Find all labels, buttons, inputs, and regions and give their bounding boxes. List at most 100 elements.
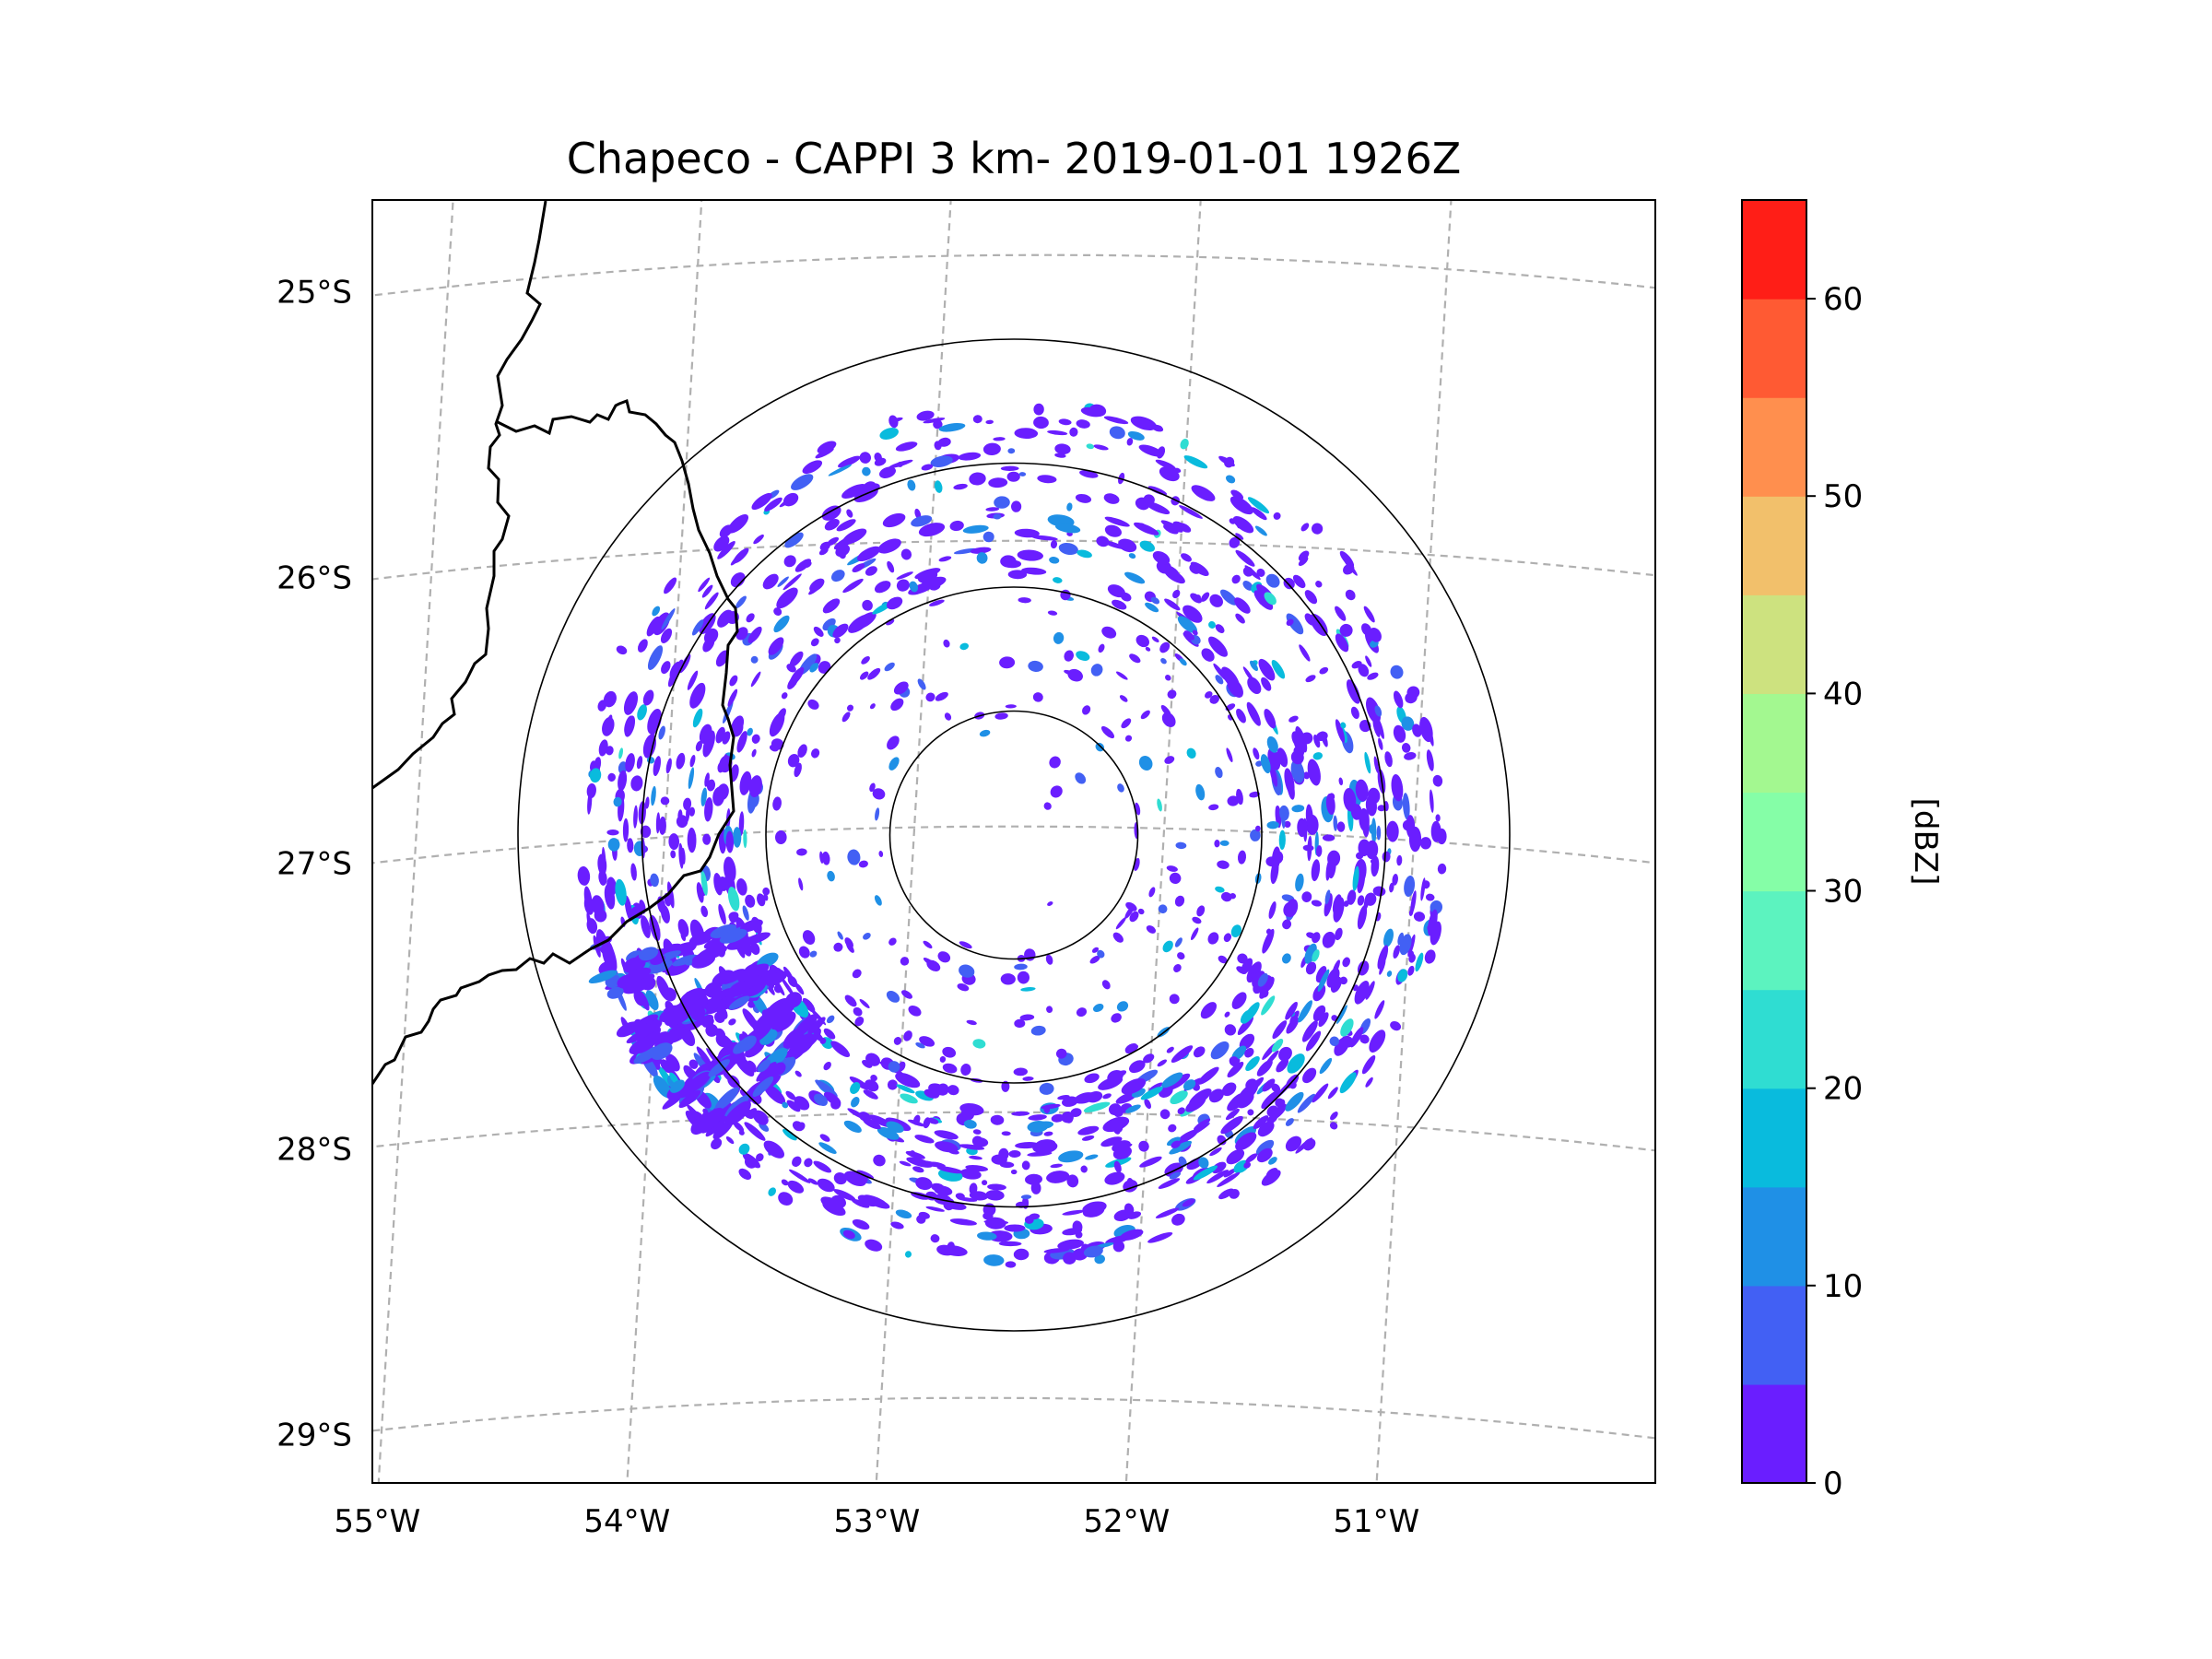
echo-cell [1350,706,1359,720]
echo-cell [718,903,726,925]
echo-cell [1004,1224,1026,1232]
echo-cell [1396,854,1403,866]
echo-cell [852,1218,870,1230]
echo-cell [938,423,966,432]
echo-cell [1182,1079,1196,1091]
echo-cell [1291,805,1305,813]
echo-cell [859,452,872,464]
echo-cell [1339,550,1355,568]
echo-cell [1285,1001,1298,1020]
echo-cell [746,613,755,623]
echo-cell [1128,553,1136,559]
echo-cell [1193,1046,1206,1058]
meridian-line [875,200,952,1483]
echo-cell [1098,643,1105,653]
echo-cell [1254,825,1261,832]
echo-cell [897,461,903,467]
echo-cell [768,1187,777,1196]
echo-cell [598,869,607,886]
echo-cell [777,576,789,587]
echo-cell [1393,690,1404,709]
echo-cell [751,734,760,744]
echo-cell [1077,1125,1100,1135]
echo-cell [1177,616,1198,633]
echo-cell [1083,1101,1111,1112]
echo-cell [1357,904,1368,930]
echo-cell [928,1083,946,1096]
echo-cell [1014,428,1039,440]
echo-cell [738,811,745,836]
echo-cell [1074,1092,1096,1104]
colorbar-tick-label: 0 [1823,1465,1843,1502]
echo-cell [1261,1170,1281,1186]
echo-cell [1045,954,1053,965]
colorbar-segment [1742,792,1806,892]
echo-cell [1173,964,1182,972]
echo-cell [1350,804,1362,820]
echo-cell [637,639,648,653]
echo-cell [1286,613,1304,635]
echo-cell [1402,819,1414,831]
echo-cell [798,877,804,891]
echo-cell [1305,804,1313,830]
echo-cell [1374,705,1382,717]
echo-cell [1154,425,1163,430]
echo-cell [1127,430,1145,441]
echo-cell [1354,980,1370,1005]
echo-cell [702,637,715,653]
y-tick-label: 28°S [276,1131,352,1168]
echo-cell [1333,815,1338,831]
echo-cell [809,663,818,673]
echo-cell [617,974,637,989]
echo-cell [879,428,899,440]
echo-cell [1101,980,1111,990]
echo-cell [1295,725,1308,753]
echo-cell [901,990,912,999]
colorbar-tick-label: 60 [1823,281,1863,318]
echo-cell [1219,840,1230,846]
echo-cell [786,664,796,673]
echo-cell [748,775,762,798]
echo-cell [982,442,1001,456]
echo-cell [1365,794,1377,817]
echo-cell [705,1024,719,1037]
echo-cell [1032,692,1043,702]
echo-cell [1152,551,1171,565]
echo-cell [987,1183,1006,1191]
echo-cell [1301,1020,1318,1042]
echo-cell [1322,834,1335,841]
echo-cell [959,642,970,651]
echo-cell [1325,859,1332,881]
echo-cell [670,850,677,859]
echo-cell [1104,524,1122,537]
echo-cell [1311,900,1323,907]
echo-cell [854,612,877,629]
echo-cell [856,1170,875,1180]
echo-cell [1076,419,1090,429]
echo-cell [1091,947,1100,953]
echo-cell [811,748,820,759]
range-ring [888,710,1139,960]
echo-cell [1405,692,1418,704]
echo-cell [1195,783,1206,801]
echo-cell [850,1082,861,1094]
echo-cell [724,856,736,883]
echo-cell [715,726,725,744]
echo-cell [1280,806,1286,829]
echo-cell [1269,762,1278,787]
echo-cell [1075,772,1087,784]
echo-cell [1372,719,1381,737]
echo-cell [1017,971,1030,984]
echo-cell [1247,1077,1265,1094]
echo-cell [1169,1140,1193,1155]
echo-cell [1250,660,1258,672]
echo-cell [792,1033,816,1055]
echo-cell [645,959,673,974]
echo-cell [1033,416,1049,429]
echo-cell [707,987,723,998]
echo-cell [1386,820,1399,842]
echo-cell [1055,1048,1067,1059]
echo-cell [607,772,617,782]
echo-cell [630,775,643,792]
echo-cell [874,581,891,594]
